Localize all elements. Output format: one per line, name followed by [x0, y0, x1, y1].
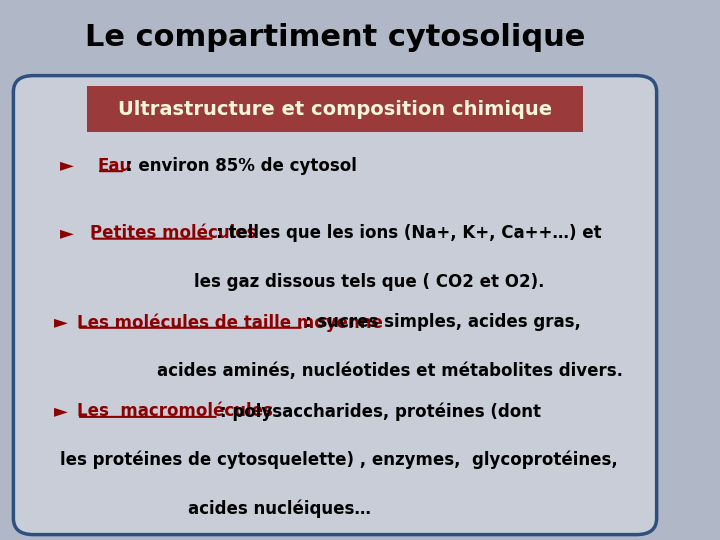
- Text: Eau: Eau: [97, 157, 132, 174]
- Text: les protéines de cytosquelette) , enzymes,  glycoprotéines,: les protéines de cytosquelette) , enzyme…: [60, 451, 618, 469]
- Text: : sucres simples, acides gras,: : sucres simples, acides gras,: [305, 313, 581, 331]
- Text: ►: ►: [53, 313, 68, 331]
- Text: ►: ►: [53, 402, 68, 420]
- Text: Les molécules de taille moyenne: Les molécules de taille moyenne: [77, 313, 383, 332]
- Text: Le compartiment cytosolique: Le compartiment cytosolique: [85, 23, 585, 52]
- FancyBboxPatch shape: [14, 76, 657, 535]
- Text: acides aminés, nucléotides et métabolites divers.: acides aminés, nucléotides et métabolite…: [158, 362, 624, 380]
- Text: Petites molécules: Petites molécules: [91, 224, 257, 242]
- Text: : environ 85% de cytosol: : environ 85% de cytosol: [126, 157, 357, 174]
- Text: : telles que les ions (Na+, K+, Ca++…) et: : telles que les ions (Na+, K+, Ca++…) e…: [216, 224, 601, 242]
- Text: Ultrastructure et composition chimique: Ultrastructure et composition chimique: [118, 99, 552, 119]
- Text: acides nucléiques…: acides nucléiques…: [188, 500, 371, 518]
- Text: les gaz dissous tels que ( CO2 et O2).: les gaz dissous tels que ( CO2 et O2).: [194, 273, 545, 291]
- Text: ►: ►: [60, 157, 74, 174]
- Text: Les  macromolécules: Les macromolécules: [77, 402, 273, 420]
- Text: : polysaccharides, protéines (dont: : polysaccharides, protéines (dont: [220, 402, 541, 421]
- Text: ►: ►: [60, 224, 74, 242]
- FancyBboxPatch shape: [87, 86, 583, 132]
